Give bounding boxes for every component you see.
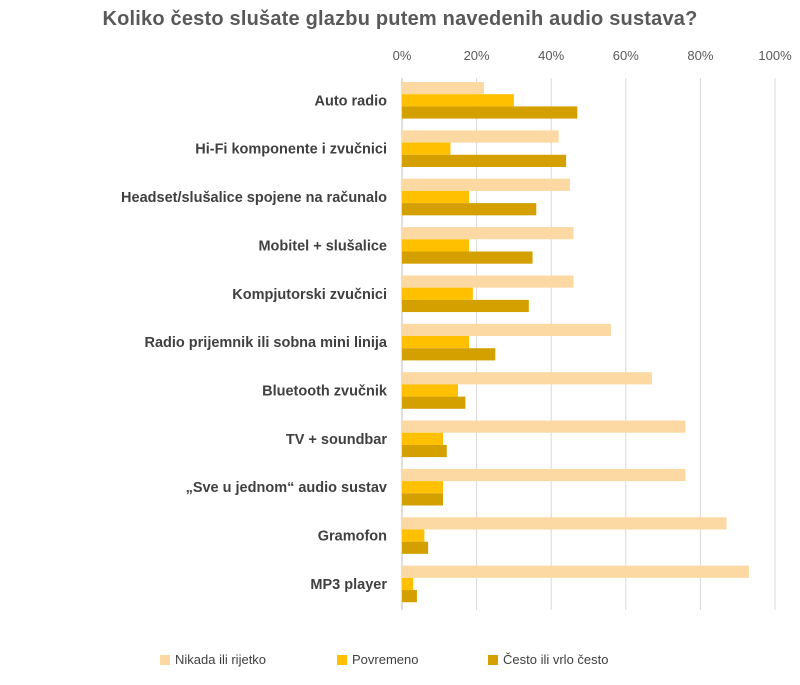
- bar: [402, 517, 727, 530]
- legend-swatch: [160, 654, 170, 665]
- legend-label: Nikada ili rijetko: [175, 652, 267, 667]
- legend-label: Povremeno: [352, 652, 419, 667]
- category-label: TV + soundbar: [286, 432, 387, 448]
- category-label: Hi-Fi komponente i zvučnici: [195, 142, 387, 158]
- bar: [402, 432, 444, 445]
- bar: [402, 82, 485, 95]
- category-label: Bluetooth zvučnik: [262, 383, 388, 399]
- bar: [402, 299, 529, 313]
- category-label: „Sve u jednom“ audio sustav: [186, 480, 387, 496]
- bar: [402, 384, 458, 397]
- bar: [402, 577, 414, 591]
- legend-swatch: [488, 654, 498, 665]
- x-axis-ticks: 0% 20% 40% 60% 80% 100%: [393, 48, 792, 63]
- legend-label: Često ili vrlo često: [503, 652, 609, 667]
- bar: [402, 481, 444, 494]
- bar: [402, 130, 559, 143]
- bar: [402, 178, 570, 191]
- x-tick-label: 20%: [464, 48, 490, 63]
- bar: [402, 493, 444, 506]
- bar: [402, 468, 686, 482]
- category-label: Auto radio: [315, 93, 388, 109]
- x-tick-label: 60%: [613, 48, 639, 63]
- category-label: Headset/slušalice spojene na računalo: [121, 190, 387, 206]
- bar: [402, 372, 652, 385]
- bar: [402, 203, 537, 216]
- bar: [402, 190, 470, 204]
- legend-item: Povremeno: [337, 652, 418, 667]
- bar: [402, 142, 451, 155]
- category-label: Mobitel + slušalice: [258, 238, 387, 254]
- legend-swatch: [337, 654, 347, 665]
- category-label: Gramofon: [318, 529, 387, 545]
- x-tick-label: 80%: [687, 48, 713, 63]
- bar: [402, 336, 470, 349]
- category-label: MP3 player: [310, 577, 387, 593]
- bar: [402, 420, 686, 433]
- bar: [402, 287, 473, 300]
- category-label: Radio prijemnik ili sobna mini linija: [144, 335, 387, 351]
- chart-title: Koliko često slušate glazbu putem navede…: [102, 8, 698, 30]
- bars: [402, 82, 749, 603]
- bar: [402, 106, 578, 119]
- bar: [402, 323, 611, 337]
- bar: [402, 251, 533, 264]
- category-label: Kompjutorski zvučnici: [232, 287, 387, 303]
- legend-item: Često ili vrlo često: [488, 652, 608, 667]
- bar: [402, 94, 514, 107]
- bar: [402, 348, 496, 361]
- bar: [402, 275, 574, 288]
- x-tick-label: 100%: [758, 48, 792, 63]
- bar: [402, 396, 466, 409]
- bar: [402, 541, 429, 554]
- bar: [402, 239, 470, 252]
- legend: Nikada ili rijetko Povremeno Često ili vrl…: [0, 652, 800, 672]
- legend-item: Nikada ili rijetko: [160, 652, 266, 667]
- bar: [402, 529, 425, 542]
- x-tick-label: 0%: [393, 48, 412, 63]
- bar: [402, 154, 567, 167]
- category-labels: Auto radio Hi-Fi komponente i zvučnici Hea…: [121, 93, 388, 593]
- bar: [402, 565, 749, 578]
- x-tick-label: 40%: [538, 48, 564, 63]
- bar: [402, 444, 447, 458]
- bar: [402, 590, 417, 603]
- bar: [402, 227, 574, 240]
